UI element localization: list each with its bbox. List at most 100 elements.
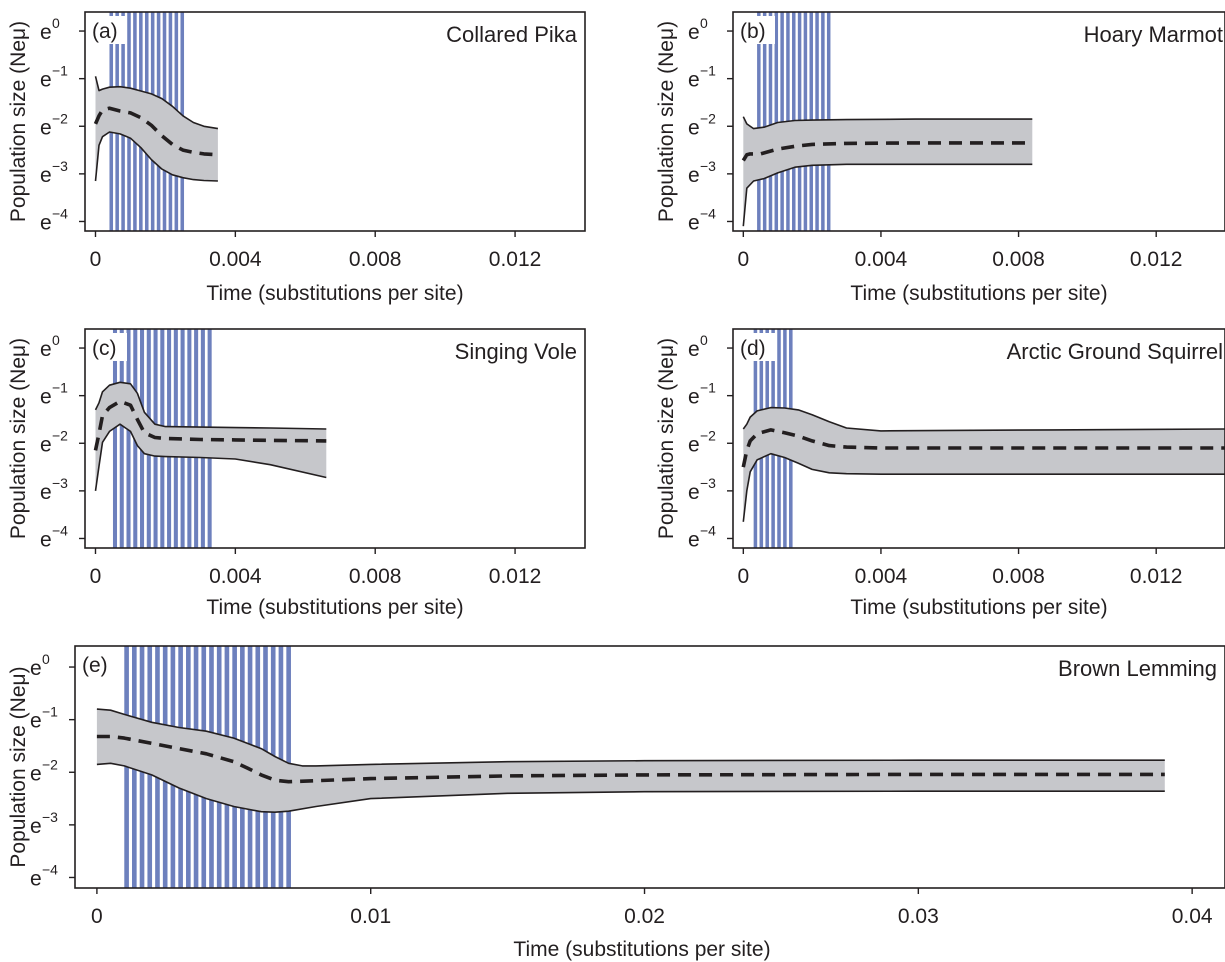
plot-area bbox=[96, 646, 1165, 888]
x-axis-title: Time (substitutions per site) bbox=[513, 938, 770, 961]
species-name: Arctic Ground Squirrel bbox=[1007, 339, 1223, 364]
glacial-bar bbox=[119, 329, 124, 548]
panel-letter: (e) bbox=[82, 654, 108, 677]
median-line bbox=[93, 399, 327, 451]
lower-hpd-line bbox=[742, 452, 1225, 522]
glacial-bar bbox=[112, 329, 118, 548]
upper-hpd-line bbox=[94, 76, 219, 130]
glacial-bar bbox=[757, 12, 761, 231]
x-tick-label: 0.004 bbox=[209, 248, 262, 271]
plot-frame bbox=[732, 328, 1225, 549]
y-tick-exponent: −2 bbox=[52, 427, 68, 443]
plot-area bbox=[93, 329, 327, 548]
y-tick-base: e bbox=[30, 815, 42, 838]
x-tick-label: 0 bbox=[90, 565, 102, 588]
glacial-bar bbox=[774, 12, 779, 231]
y-tick-label: e −4 bbox=[688, 522, 716, 551]
glacial-bar bbox=[768, 12, 773, 231]
lower-hpd-line bbox=[96, 762, 1165, 813]
species-name: Collared Pika bbox=[446, 22, 578, 47]
y-tick-label: e −2 bbox=[40, 110, 68, 139]
y-tick-base: e bbox=[40, 481, 52, 504]
y-tick-base: e bbox=[688, 386, 700, 409]
y-tick-label: e −1 bbox=[688, 380, 716, 409]
x-tick-label: 0.004 bbox=[855, 565, 908, 588]
y-tick-label: e −2 bbox=[30, 756, 58, 785]
x-tick-label: 0.012 bbox=[1130, 565, 1183, 588]
y-axis-title: Population size (Neμ) bbox=[655, 338, 678, 539]
y-tick-label: e −2 bbox=[688, 110, 716, 139]
hpd-band bbox=[743, 407, 1225, 522]
x-axis-title: Time (substitutions per site) bbox=[850, 282, 1107, 305]
median-line bbox=[741, 141, 1033, 162]
y-tick-base: e bbox=[688, 69, 700, 92]
x-tick-label: 0.03 bbox=[898, 905, 939, 928]
y-tick-base: e bbox=[688, 164, 700, 187]
y-tick-exponent: −3 bbox=[52, 475, 68, 491]
y-axis-title: Population size (Neμ) bbox=[655, 21, 678, 222]
upper-hpd-line bbox=[96, 708, 1165, 767]
y-tick-exponent: −2 bbox=[700, 427, 716, 443]
panel-letter: (d) bbox=[740, 337, 766, 360]
panel-letter-bg bbox=[89, 16, 127, 44]
panel-letter: (b) bbox=[740, 20, 766, 43]
panel-letter-bg bbox=[737, 16, 775, 44]
x-tick-label: 0 bbox=[737, 248, 749, 271]
x-tick-label: 0.004 bbox=[209, 565, 262, 588]
x-axis-title: Time (substitutions per site) bbox=[850, 596, 1107, 619]
upper-hpd-line bbox=[94, 381, 327, 430]
species-name: Brown Lemming bbox=[1058, 656, 1217, 681]
x-tick-label: 0.008 bbox=[992, 565, 1045, 588]
y-tick-exponent: −3 bbox=[52, 158, 68, 174]
y-axis-title: Population size (Neμ) bbox=[7, 338, 30, 539]
plot-frame bbox=[84, 328, 586, 549]
y-tick-exponent: −3 bbox=[42, 809, 58, 825]
lower-hpd-line bbox=[94, 131, 218, 182]
y-tick-label: e −1 bbox=[40, 63, 68, 92]
glacial-bar bbox=[126, 329, 131, 548]
upper-hpd-line bbox=[742, 406, 1225, 432]
y-tick-base: e bbox=[30, 867, 42, 890]
lower-hpd-line bbox=[742, 163, 1033, 227]
y-tick-base: e bbox=[30, 710, 42, 733]
y-tick-label: e −2 bbox=[688, 427, 716, 456]
x-tick-label: 0.012 bbox=[1130, 248, 1183, 271]
panel-letter-bg bbox=[79, 650, 117, 678]
y-tick-exponent: −4 bbox=[42, 861, 58, 877]
y-tick-base: e bbox=[688, 21, 700, 44]
plot-area bbox=[741, 12, 1033, 231]
panel-letter: (c) bbox=[92, 337, 117, 360]
plot-area bbox=[741, 329, 1225, 548]
y-tick-exponent: −4 bbox=[700, 205, 716, 221]
y-tick-label: e −3 bbox=[40, 158, 68, 187]
y-tick-exponent: 0 bbox=[700, 15, 708, 31]
y-tick-exponent: −3 bbox=[700, 158, 716, 174]
x-tick-label: 0.02 bbox=[624, 905, 665, 928]
panel-letter-bg bbox=[737, 333, 775, 361]
y-tick-base: e bbox=[40, 433, 52, 456]
x-tick-label: 0.012 bbox=[489, 565, 542, 588]
y-axis-title: Population size (Neμ) bbox=[7, 21, 30, 222]
plot-frame bbox=[732, 11, 1225, 232]
y-tick-exponent: −4 bbox=[700, 522, 716, 538]
y-tick-exponent: 0 bbox=[52, 332, 60, 348]
y-tick-base: e bbox=[40, 338, 52, 361]
x-tick-label: 0 bbox=[90, 248, 102, 271]
x-tick-label: 0.008 bbox=[349, 565, 402, 588]
y-tick-base: e bbox=[40, 211, 52, 234]
x-tick-label: 0.004 bbox=[855, 248, 908, 271]
y-tick-base: e bbox=[30, 762, 42, 785]
median-line bbox=[741, 428, 1225, 468]
y-tick-base: e bbox=[40, 528, 52, 551]
y-tick-exponent: −2 bbox=[700, 110, 716, 126]
plot-frame bbox=[84, 11, 586, 232]
y-tick-label: e −3 bbox=[40, 475, 68, 504]
y-tick-base: e bbox=[40, 386, 52, 409]
